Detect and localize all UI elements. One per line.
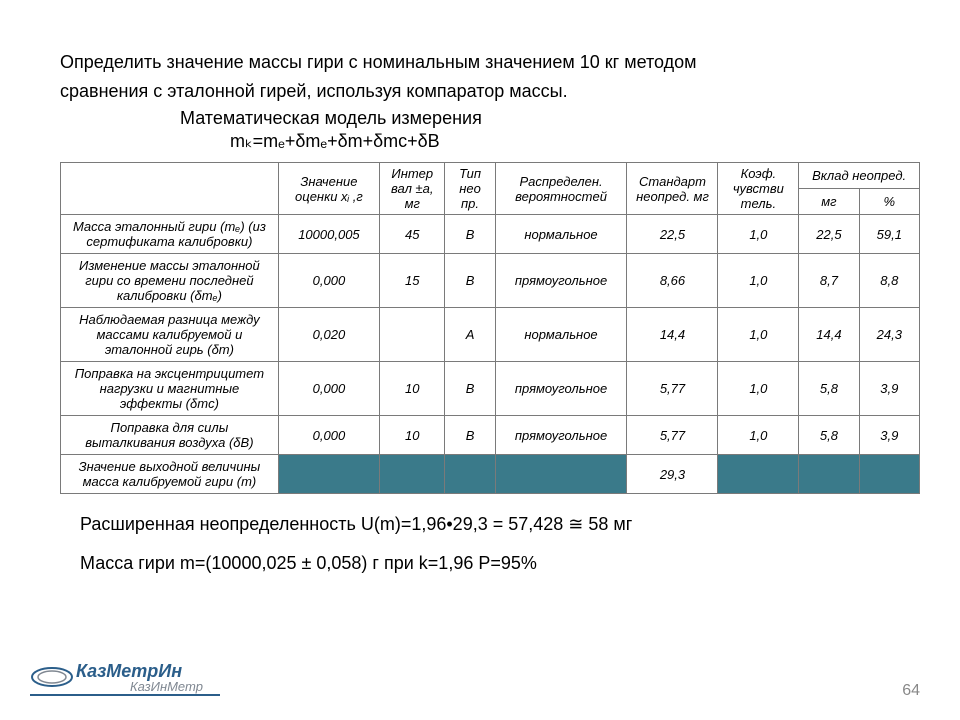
cell [799,455,859,494]
cell: прямоугольное [495,362,627,416]
col-estimate: Значение оценки xᵢ ,г [278,163,379,215]
col-interval: Интер вал ±а, мг [380,163,445,215]
cell: 1,0 [718,362,799,416]
cell: 0,000 [278,254,379,308]
cell: 8,8 [859,254,919,308]
expanded-uncertainty: Расширенная неопределенность U(m)=1,96•2… [80,514,920,535]
cell: B [445,416,495,455]
logo: КазМетрИн КазИнМетр [30,657,220,702]
cell: 5,77 [627,416,718,455]
row-label: Изменение массы эталонной гири со времен… [61,254,279,308]
cell: B [445,254,495,308]
cell: 45 [380,215,445,254]
col-distribution: Распределен. вероятностей [495,163,627,215]
table-row: Поправка на эксцентрицитет нагрузки и ма… [61,362,920,416]
uncertainty-table: Значение оценки xᵢ ,г Интер вал ±а, мг Т… [60,162,920,494]
cell: 29,3 [627,455,718,494]
cell: 8,7 [799,254,859,308]
cell: прямоугольное [495,416,627,455]
logo-text-1: КазМетрИн [76,661,182,681]
col-contribution: Вклад неопред. [799,163,920,189]
title-line-1: Определить значение массы гири с номинал… [60,50,920,75]
formula: mₖ=mₑ+δmₑ+δm+δmс+δB [230,131,920,152]
cell: 1,0 [718,416,799,455]
cell: 3,9 [859,416,919,455]
cell: 3,9 [859,362,919,416]
cell [380,308,445,362]
cell: 24,3 [859,308,919,362]
table-row: Поправка для силы выталкивания воздуха (… [61,416,920,455]
cell [380,455,445,494]
cell: 0,020 [278,308,379,362]
title-line-2: сравнения с эталонной гирей, используя к… [60,79,920,104]
cell: 1,0 [718,215,799,254]
cell [278,455,379,494]
cell: 1,0 [718,308,799,362]
col-std-unc: Стандарт неопред. мг [627,163,718,215]
result-mass: Масса гири m=(10000,025 ± 0,058) г при k… [80,553,920,574]
table-row: Изменение массы эталонной гири со времен… [61,254,920,308]
cell: 8,66 [627,254,718,308]
cell: 15 [380,254,445,308]
page-number: 64 [902,682,920,700]
cell [495,455,627,494]
cell: 10 [380,362,445,416]
cell: 14,4 [799,308,859,362]
cell: 0,000 [278,362,379,416]
cell: 22,5 [799,215,859,254]
model-subtitle: Математическая модель измерения [180,108,920,129]
row-label: Наблюдаемая разница между массами калибр… [61,308,279,362]
cell [445,455,495,494]
cell [718,455,799,494]
cell: прямоугольное [495,254,627,308]
cell: 59,1 [859,215,919,254]
col-type: Тип нео пр. [445,163,495,215]
cell: B [445,362,495,416]
cell: B [445,215,495,254]
cell: 1,0 [718,254,799,308]
cell: 0,000 [278,416,379,455]
cell: 10 [380,416,445,455]
cell: 14,4 [627,308,718,362]
cell: 5,77 [627,362,718,416]
cell: 5,8 [799,416,859,455]
col-contribution-mg: мг [799,189,859,215]
cell [859,455,919,494]
cell: нормальное [495,308,627,362]
row-label: Значение выходной величины масса калибру… [61,455,279,494]
cell: 5,8 [799,362,859,416]
col-contribution-pct: % [859,189,919,215]
cell: A [445,308,495,362]
row-label: Поправка для силы выталкивания воздуха (… [61,416,279,455]
table-row: Масса эталонный гири (mₑ) (из сертификат… [61,215,920,254]
table-row: Наблюдаемая разница между массами калибр… [61,308,920,362]
col-sens-coef: Коэф. чувстви тель. [718,163,799,215]
row-label: Поправка на эксцентрицитет нагрузки и ма… [61,362,279,416]
cell: 10000,005 [278,215,379,254]
row-label: Масса эталонный гири (mₑ) (из сертификат… [61,215,279,254]
logo-text-2: КазИнМетр [130,679,203,694]
table-row: Значение выходной величины масса калибру… [61,455,920,494]
cell: нормальное [495,215,627,254]
cell: 22,5 [627,215,718,254]
